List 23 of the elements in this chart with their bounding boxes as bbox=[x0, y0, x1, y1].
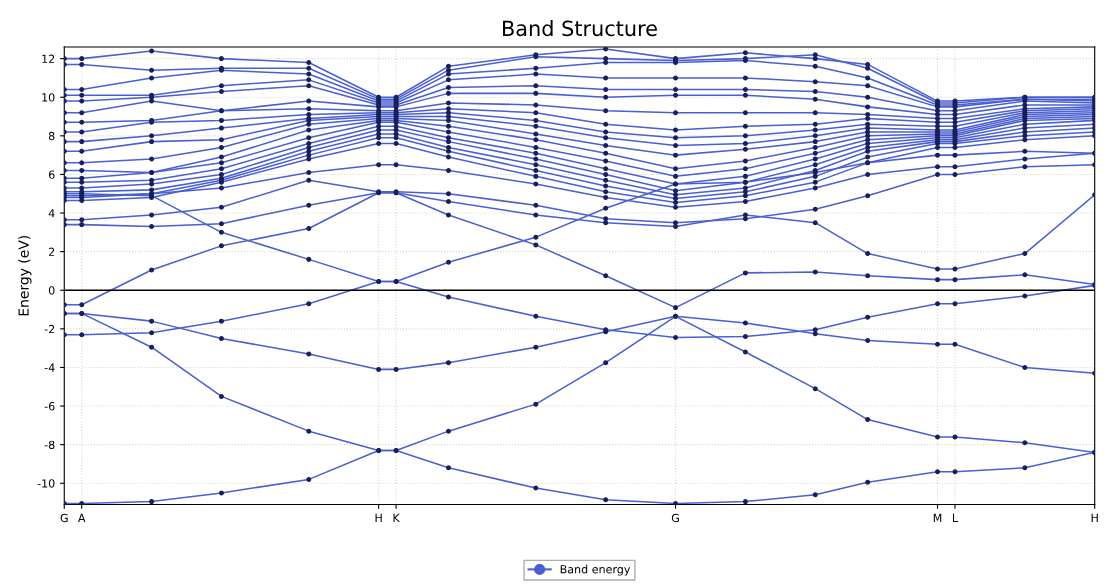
x-tick-label: G bbox=[60, 513, 68, 523]
x-tick-label: A bbox=[78, 513, 86, 522]
y-tick-label: 2 bbox=[48, 247, 55, 256]
y-tick-label: -4 bbox=[44, 363, 55, 372]
x-tick-label: K bbox=[393, 513, 400, 522]
legend-label: Band energy bbox=[560, 564, 631, 576]
y-axis-title: Energy (eV) bbox=[18, 236, 32, 316]
y-tick-label: 12 bbox=[42, 54, 55, 63]
y-tick-label: -8 bbox=[44, 440, 55, 450]
y-tick-label: -2 bbox=[44, 324, 55, 334]
x-tick-label: G bbox=[671, 513, 679, 523]
x-tick-label: H bbox=[1091, 513, 1098, 522]
y-tick-label: -6 bbox=[44, 402, 55, 411]
y-tick-label: 0 bbox=[48, 286, 55, 295]
x-tick-label: H bbox=[375, 513, 382, 522]
y-tick-label: 8 bbox=[48, 131, 55, 141]
y-tick-label: -10 bbox=[37, 479, 55, 488]
y-tick-label: 6 bbox=[48, 170, 55, 179]
y-tick-label: 10 bbox=[42, 93, 55, 102]
x-tick-label: L bbox=[952, 513, 959, 522]
chart-title: Band Structure bbox=[503, 20, 657, 37]
x-tick-label: M bbox=[933, 513, 942, 522]
y-tick-label: 4 bbox=[48, 209, 55, 218]
